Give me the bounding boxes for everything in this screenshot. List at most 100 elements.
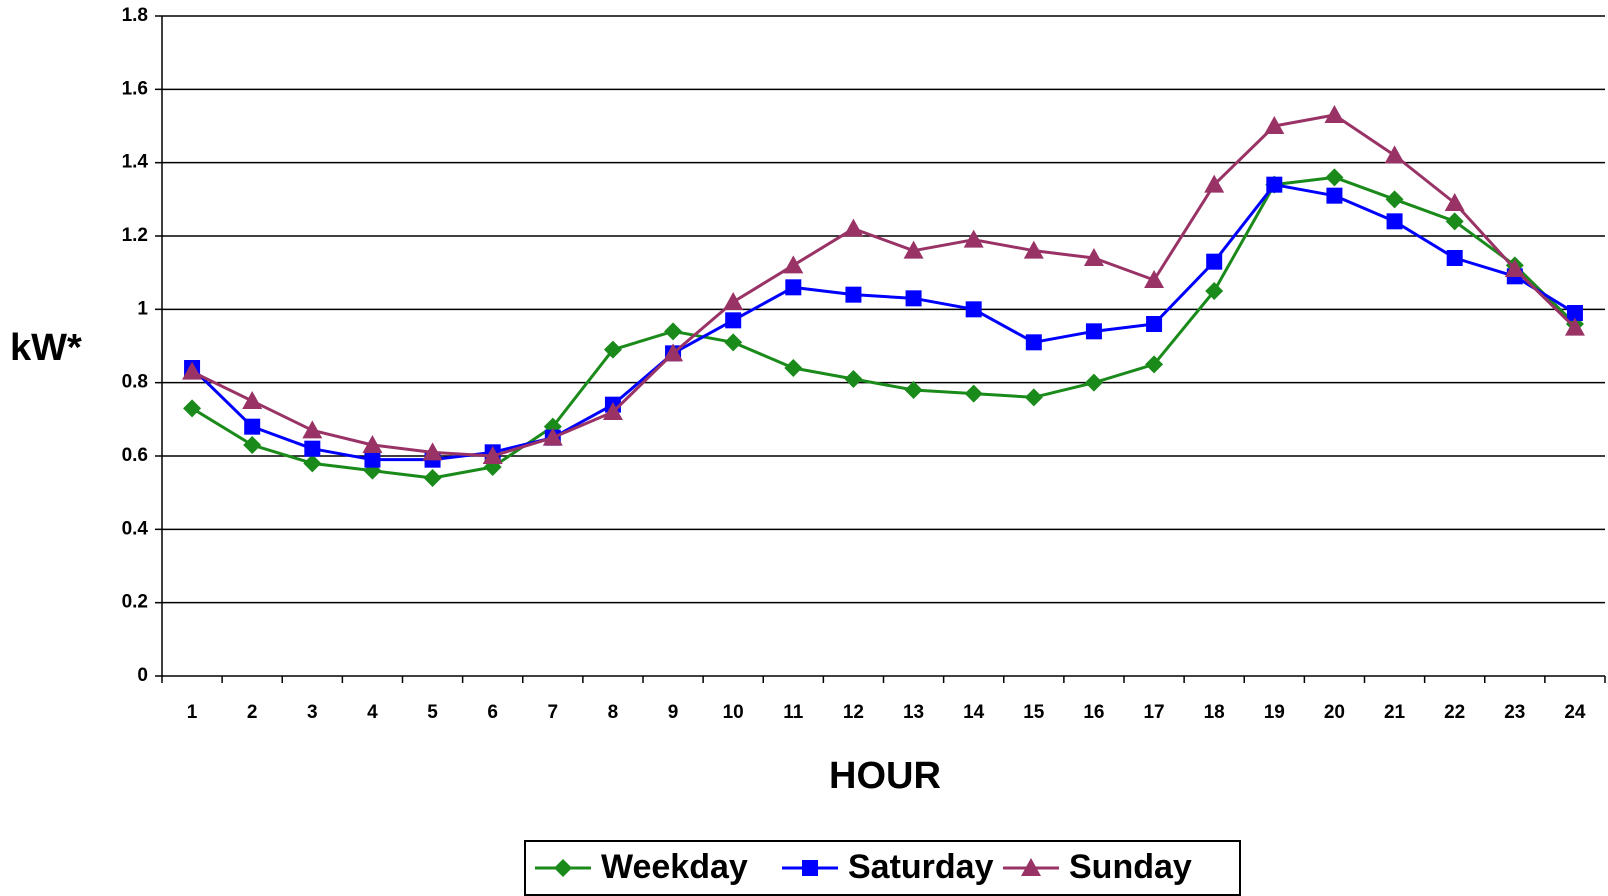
legend-marker-square bbox=[802, 860, 818, 876]
data-point-diamond bbox=[1024, 388, 1043, 407]
data-point-square bbox=[364, 451, 381, 468]
x-tick-label: 14 bbox=[963, 702, 985, 723]
x-tick-label: 13 bbox=[903, 702, 924, 723]
y-tick-label: 0.6 bbox=[122, 445, 148, 466]
data-point-square bbox=[304, 440, 321, 457]
x-tick-label: 4 bbox=[367, 702, 378, 723]
data-point-diamond bbox=[724, 333, 743, 352]
data-point-square bbox=[1025, 334, 1042, 351]
data-point-diamond bbox=[1084, 373, 1103, 392]
x-tick-label: 23 bbox=[1504, 702, 1525, 723]
legend-label: Sunday bbox=[1069, 848, 1192, 886]
data-point-diamond bbox=[243, 436, 262, 454]
data-point-square bbox=[1266, 176, 1283, 193]
legend-marker-diamond bbox=[554, 859, 572, 877]
y-tick-label: 0.8 bbox=[122, 372, 148, 393]
data-point-triangle bbox=[422, 442, 443, 461]
data-point-triangle bbox=[1444, 193, 1465, 211]
x-tick-label: 12 bbox=[843, 702, 864, 723]
data-point-triangle bbox=[1023, 240, 1044, 259]
data-point-triangle bbox=[1504, 259, 1525, 277]
x-tick-label: 1 bbox=[187, 702, 198, 723]
series-line bbox=[191, 175, 1576, 480]
data-point-triangle bbox=[1564, 317, 1585, 336]
data-point-diamond bbox=[1205, 282, 1224, 300]
x-tick-label: 16 bbox=[1083, 702, 1104, 723]
data-point-square bbox=[725, 312, 742, 329]
data-point-triangle bbox=[1083, 248, 1104, 266]
data-point-diamond bbox=[1385, 190, 1404, 209]
y-tick-label: 1.8 bbox=[122, 5, 148, 26]
x-axis-title: HOUR bbox=[829, 755, 941, 797]
series-saturday bbox=[184, 176, 1583, 468]
data-point-triangle bbox=[963, 229, 984, 248]
data-point-triangle bbox=[1204, 174, 1225, 193]
series-sunday bbox=[182, 105, 1585, 464]
legend-label: Saturday bbox=[848, 848, 994, 886]
data-point-square bbox=[1146, 316, 1163, 332]
data-point-triangle bbox=[843, 218, 864, 237]
data-point-square bbox=[845, 286, 862, 303]
x-tick-label: 10 bbox=[723, 702, 744, 723]
legend-marker-triangle bbox=[1021, 858, 1041, 876]
data-point-square bbox=[1566, 305, 1583, 321]
legend-box bbox=[524, 840, 1241, 896]
data-point-diamond bbox=[664, 322, 683, 341]
y-tick-label: 1.6 bbox=[122, 78, 148, 99]
x-tick-label: 24 bbox=[1564, 702, 1586, 723]
x-tick-label: 8 bbox=[608, 702, 619, 723]
y-axis-title: kW* bbox=[10, 327, 82, 369]
x-tick-label: 22 bbox=[1444, 702, 1465, 723]
gridlines bbox=[162, 15, 1605, 604]
legend-item-sunday: Sunday bbox=[1003, 848, 1192, 886]
series-line bbox=[191, 113, 1576, 458]
legend-item-saturday: Saturday bbox=[782, 848, 994, 886]
data-point-square bbox=[244, 418, 261, 435]
x-tick-label: 15 bbox=[1023, 702, 1045, 723]
data-point-triangle bbox=[1144, 270, 1165, 288]
x-tick-label: 11 bbox=[783, 702, 804, 723]
data-point-square bbox=[785, 279, 802, 296]
data-point-square bbox=[905, 290, 922, 307]
data-point-triangle bbox=[182, 361, 203, 380]
x-tick-label: 3 bbox=[307, 702, 318, 723]
data-point-triangle bbox=[663, 343, 684, 362]
x-tick-label: 20 bbox=[1324, 702, 1345, 723]
x-tick-label: 18 bbox=[1204, 702, 1225, 723]
legend-item-weekday: Weekday bbox=[535, 848, 748, 886]
data-point-diamond bbox=[1445, 212, 1464, 231]
data-point-square bbox=[1446, 250, 1463, 266]
series-line bbox=[191, 183, 1576, 462]
legend-label: Weekday bbox=[601, 848, 748, 886]
x-tick-label: 6 bbox=[487, 702, 498, 723]
data-point-triangle bbox=[783, 255, 804, 274]
data-point-triangle bbox=[602, 402, 623, 420]
data-point-triangle bbox=[542, 427, 563, 446]
y-tick-label: 0.2 bbox=[122, 592, 148, 613]
data-point-diamond bbox=[1325, 168, 1344, 187]
data-point-triangle bbox=[723, 292, 744, 310]
y-tick-label: 1.4 bbox=[122, 152, 149, 173]
x-tick-label: 21 bbox=[1384, 702, 1406, 723]
data-point-diamond bbox=[784, 359, 803, 377]
data-point-triangle bbox=[1264, 116, 1285, 134]
data-point-triangle bbox=[362, 435, 383, 453]
x-tick-label: 17 bbox=[1143, 702, 1164, 723]
data-point-diamond bbox=[1145, 355, 1164, 374]
x-tick-label: 19 bbox=[1264, 702, 1285, 723]
x-tick-label: 5 bbox=[427, 702, 438, 723]
data-point-triangle bbox=[1384, 145, 1405, 164]
data-point-triangle bbox=[242, 391, 263, 409]
data-point-triangle bbox=[1324, 105, 1345, 123]
series-weekday bbox=[183, 168, 1584, 487]
data-point-diamond bbox=[603, 340, 622, 359]
data-point-square bbox=[1326, 187, 1343, 204]
axes: 00.20.40.60.811.21.41.61.81 2 3 4 5 6 7 8 9 10 11 1… bbox=[122, 5, 1606, 723]
series-group bbox=[182, 105, 1585, 487]
data-point-diamond bbox=[423, 469, 442, 487]
x-tick-label: 9 bbox=[668, 702, 679, 723]
data-point-triangle bbox=[302, 420, 323, 439]
data-point-diamond bbox=[904, 381, 923, 399]
y-tick-label: 1 bbox=[137, 298, 148, 319]
